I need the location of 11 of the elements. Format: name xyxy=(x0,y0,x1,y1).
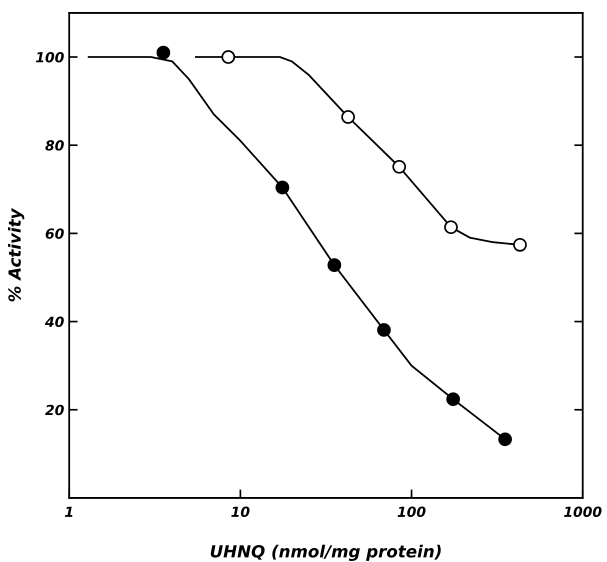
x-axis-title: UHNQ (nmol/mg protein) xyxy=(210,544,441,561)
y-tick-label: 20 xyxy=(45,404,64,416)
y-tick-label: 40 xyxy=(44,316,64,328)
x-tick-label: 1 xyxy=(64,506,72,517)
x-tick-label: 10 xyxy=(231,506,250,518)
y-tick-label: 80 xyxy=(45,140,64,151)
y-tick-label: 60 xyxy=(46,228,64,239)
x-tick-label: 100 xyxy=(398,506,426,518)
y-tick-label: 100 xyxy=(36,52,64,62)
x-tick-label: 1000 xyxy=(564,506,602,518)
y-axis-title: % Activity xyxy=(8,208,24,302)
